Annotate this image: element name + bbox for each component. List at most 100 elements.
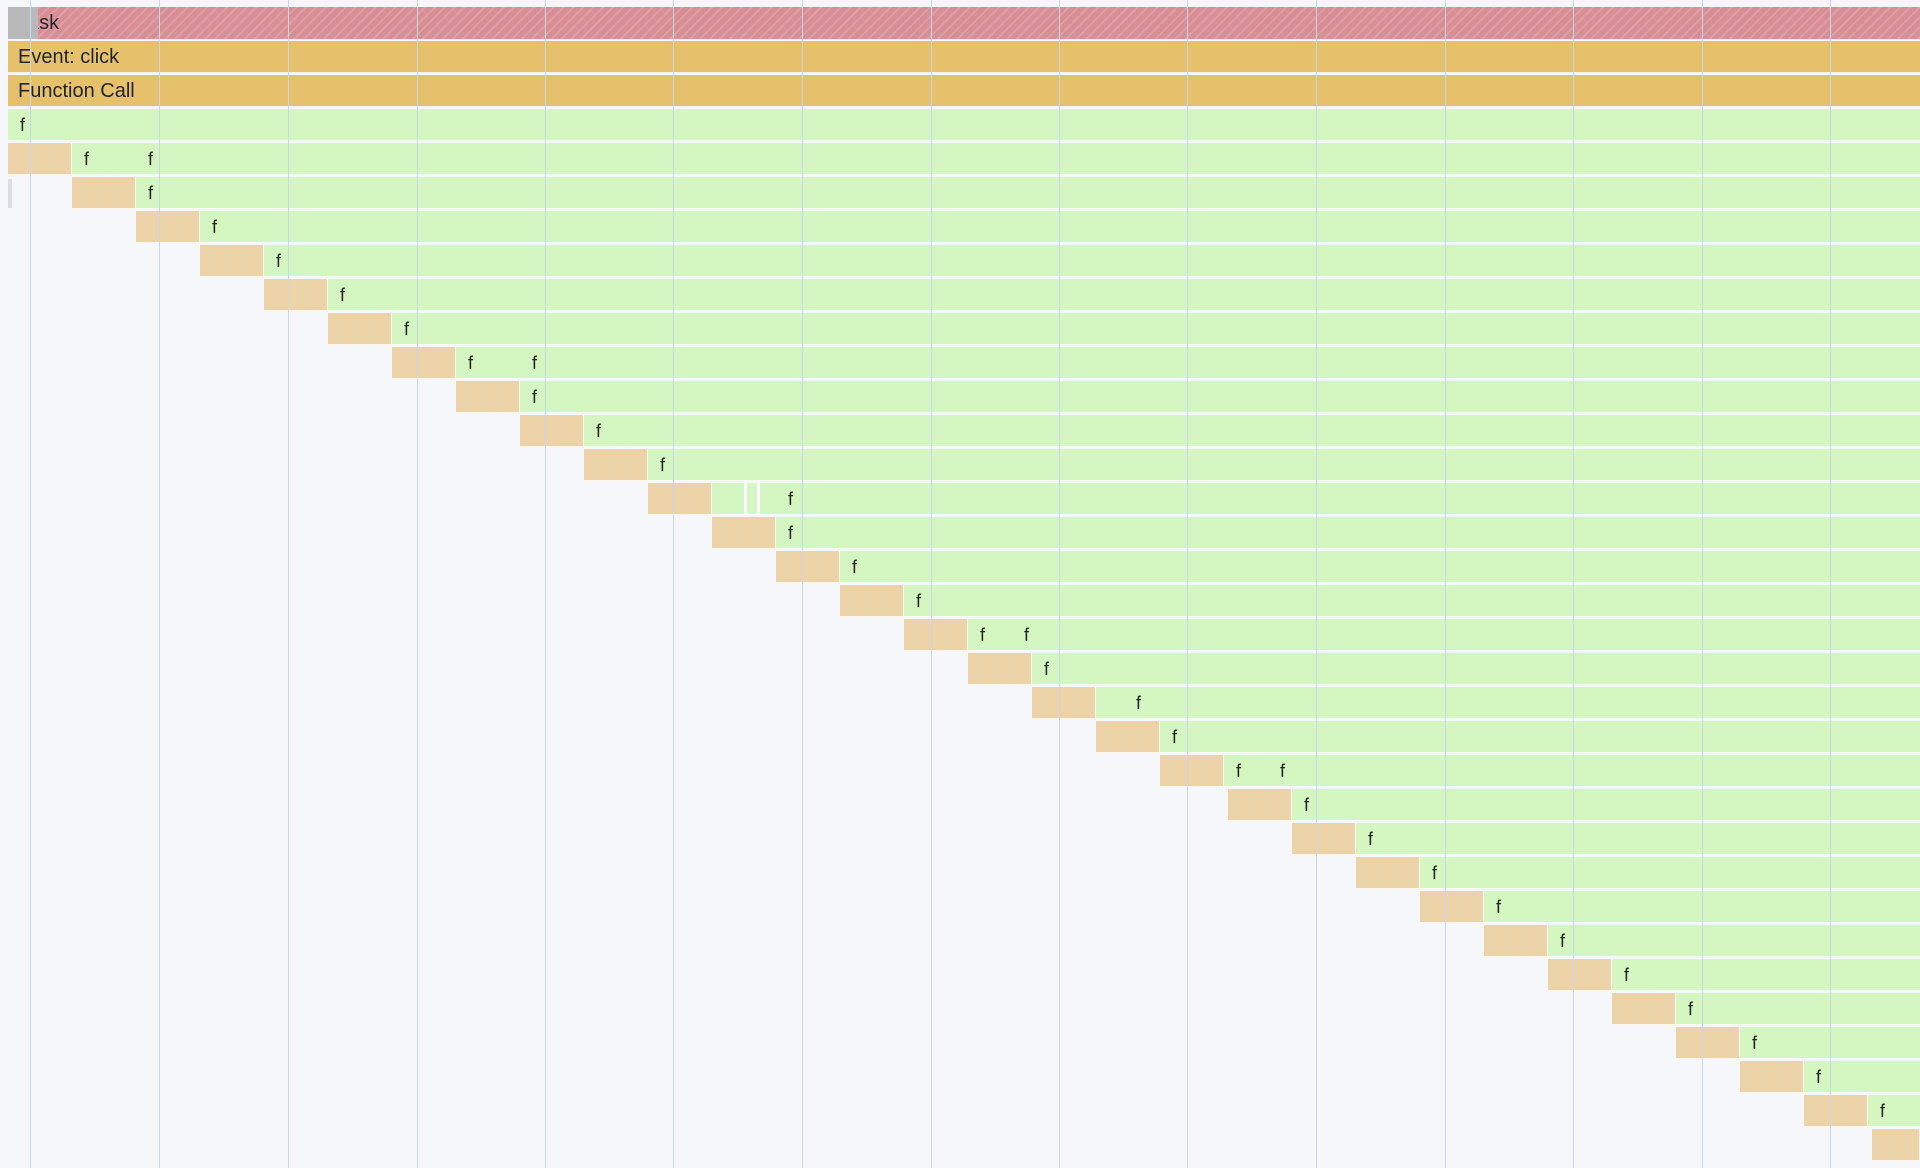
activity-stripe <box>1032 687 1096 719</box>
function-frame[interactable]: f <box>1356 823 1920 855</box>
function-label: f <box>852 556 858 577</box>
activity-stripe <box>584 449 648 481</box>
activity-stripe <box>1548 959 1612 991</box>
function-frame[interactable]: f <box>1548 925 1920 957</box>
activity-stripe <box>264 279 328 311</box>
function-frame[interactable]: f <box>1124 687 1920 719</box>
function-label: f <box>148 148 154 169</box>
function-frame[interactable]: f <box>520 347 1920 379</box>
activity-stripe <box>1356 857 1420 889</box>
function-frame[interactable]: f <box>136 143 1920 175</box>
function-frame[interactable]: f <box>776 483 1920 515</box>
function-label: f <box>84 148 90 169</box>
timeline-grid-line <box>931 0 932 1168</box>
function-frame[interactable]: f <box>264 245 1920 277</box>
activity-stripe <box>904 619 968 651</box>
function-frame[interactable]: f <box>1676 993 1920 1025</box>
activity-stripe <box>8 143 72 175</box>
function-label: f <box>276 250 282 271</box>
timeline-grid-line <box>30 0 31 1168</box>
activity-stripe <box>1228 789 1292 821</box>
function-frame[interactable]: f <box>904 585 1920 617</box>
timeline-grid-line <box>1445 0 1446 1168</box>
timeline-grid-line <box>1059 0 1060 1168</box>
activity-stripe <box>648 483 712 515</box>
function-label: f <box>212 216 218 237</box>
activity-stripe <box>456 381 520 413</box>
function-frame[interactable]: f <box>1160 721 1920 753</box>
function-label: f <box>1560 930 1566 951</box>
activity-stripe <box>968 653 1032 685</box>
function-label: f <box>1024 624 1030 645</box>
activity-stripe <box>1420 891 1484 923</box>
function-frame[interactable]: f <box>776 517 1920 549</box>
timeline-grid-line <box>288 0 289 1168</box>
function-frame[interactable]: f <box>1012 619 1920 651</box>
small-activity-marker <box>8 179 12 208</box>
function-label: f <box>660 454 666 475</box>
timeline-grid-line <box>1573 0 1574 1168</box>
activity-stripe <box>1096 721 1160 753</box>
function-frame[interactable]: f <box>1420 857 1920 889</box>
function-frame[interactable]: f <box>136 177 1920 209</box>
function-label: f <box>20 114 26 135</box>
function-frame[interactable]: f <box>1268 755 1920 787</box>
activity-stripe <box>392 347 456 379</box>
timeline-grid-line <box>159 0 160 1168</box>
function-call-bar[interactable]: Function Call <box>8 75 1920 107</box>
function-frame[interactable]: f <box>648 449 1920 481</box>
activity-stripe <box>1484 925 1548 957</box>
function-label: f <box>1280 760 1286 781</box>
timeline-frame-divider <box>757 483 760 515</box>
function-label: f <box>468 352 474 373</box>
function-frame[interactable]: f <box>8 109 1920 141</box>
function-label: f <box>1752 1032 1758 1053</box>
function-label: f <box>404 318 410 339</box>
function-frame[interactable]: f <box>1292 789 1920 821</box>
task-bar[interactable]: Task <box>8 7 1920 39</box>
function-label: f <box>532 386 538 407</box>
function-frame[interactable]: f <box>520 381 1920 413</box>
function-frame[interactable]: f <box>1804 1061 1920 1093</box>
function-frame[interactable]: f <box>840 551 1920 583</box>
function-frame[interactable]: f <box>1484 891 1920 923</box>
timeline-frame-divider <box>744 483 747 515</box>
task-time-marker <box>8 7 38 39</box>
activity-stripe <box>776 551 840 583</box>
activity-stripe <box>1676 1027 1740 1059</box>
function-frame[interactable]: f <box>392 313 1920 345</box>
function-frame[interactable]: f <box>456 347 520 379</box>
timeline-grid-line <box>1316 0 1317 1168</box>
function-frame[interactable]: f <box>1612 959 1920 991</box>
function-frame[interactable]: f <box>1032 653 1920 685</box>
function-frame[interactable] <box>1096 687 1124 719</box>
activity-stripe <box>1292 823 1356 855</box>
activity-stripe <box>200 245 264 277</box>
function-label: f <box>1688 998 1694 1019</box>
function-frame[interactable]: f <box>584 415 1920 447</box>
function-frame[interactable]: f <box>200 211 1920 243</box>
activity-stripe <box>72 177 136 209</box>
function-frame[interactable]: f <box>1224 755 1268 787</box>
function-label: f <box>596 420 602 441</box>
function-label: f <box>1236 760 1242 781</box>
function-frame[interactable]: f <box>72 143 136 175</box>
function-label: f <box>980 624 986 645</box>
timeline-grid-line <box>802 0 803 1168</box>
function-call-label: Function Call <box>18 79 135 102</box>
function-label: f <box>788 488 794 509</box>
function-label: f <box>340 284 346 305</box>
function-frame[interactable]: f <box>328 279 1920 311</box>
activity-stripe <box>1160 755 1224 787</box>
activity-stripe <box>1872 1129 1920 1161</box>
event-click-bar[interactable]: Event: click <box>8 41 1920 73</box>
function-label: f <box>788 522 794 543</box>
activity-stripe <box>1740 1061 1804 1093</box>
function-label: f <box>1880 1100 1886 1121</box>
function-frame[interactable]: f <box>1868 1095 1920 1127</box>
activity-stripe <box>1612 993 1676 1025</box>
function-frame[interactable]: f <box>968 619 1012 651</box>
function-label: f <box>532 352 538 373</box>
function-frame[interactable]: f <box>1740 1027 1920 1059</box>
timeline-grid-line <box>417 0 418 1168</box>
